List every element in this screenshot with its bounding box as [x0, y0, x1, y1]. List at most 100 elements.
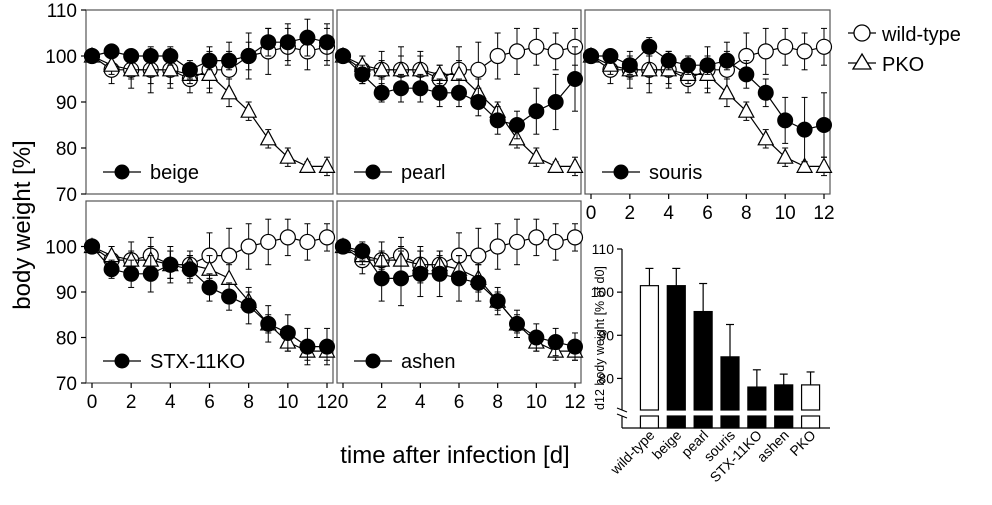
- data-point: [142, 60, 160, 77]
- series-beige: [84, 18, 335, 80]
- data-point: [279, 324, 296, 341]
- data-point: [260, 34, 277, 51]
- data-point: [567, 338, 583, 355]
- data-point: [335, 238, 351, 255]
- data-point: [547, 43, 564, 60]
- data-point: [470, 247, 487, 264]
- data-point: [489, 293, 506, 310]
- legend-pko-label: PKO: [882, 54, 924, 76]
- data-point: [547, 157, 565, 173]
- bar-chart: 80 90 100 110 d12 body weight [% of d0]wild-…: [591, 241, 830, 485]
- data-point: [240, 238, 257, 255]
- y-tick-label: 90: [56, 283, 77, 304]
- data-point: [796, 121, 813, 138]
- data-point: [509, 315, 525, 332]
- data-point: [451, 84, 467, 101]
- data-point: [777, 38, 794, 55]
- bar-rect-lower: [800, 415, 821, 429]
- bar-rect-lower: [747, 415, 767, 429]
- data-point: [566, 157, 584, 173]
- data-point: [221, 52, 238, 69]
- x-tick-label: 12: [316, 392, 337, 413]
- data-point: [699, 57, 716, 74]
- bar-rect: [800, 384, 821, 411]
- x-tick-label: 12: [813, 203, 834, 224]
- bar-rect: [693, 310, 713, 411]
- panel-label-pearl: pearl: [349, 158, 449, 186]
- panel-label-text: beige: [150, 162, 199, 184]
- x-tick-label: 6: [702, 203, 713, 224]
- data-point: [777, 112, 794, 129]
- data-point: [547, 233, 564, 251]
- x-tick-label: 2: [126, 392, 137, 413]
- data-point: [201, 279, 218, 296]
- bar-rect-lower: [666, 415, 686, 429]
- x-axis-label: time after infection [d]: [340, 442, 569, 469]
- x-tick-label: 2: [625, 203, 636, 224]
- data-point: [279, 147, 297, 164]
- data-point: [431, 265, 448, 282]
- y-axis-label: body weight [%]: [9, 140, 36, 309]
- bar-y-tick-label: 100: [591, 284, 615, 300]
- data-point: [84, 48, 100, 64]
- data-point: [181, 61, 198, 78]
- data-point: [816, 117, 832, 133]
- x-tick-label: 8: [492, 392, 503, 413]
- data-point: [220, 83, 238, 100]
- legend: wild-type PKO: [848, 24, 961, 76]
- data-point: [602, 48, 619, 64]
- data-point: [298, 157, 316, 173]
- data-point: [319, 34, 335, 51]
- series-stx-11ko: [84, 238, 335, 366]
- x-tick-label: 0: [338, 392, 349, 413]
- series-ashen: [335, 238, 583, 361]
- y-tick-label: 90: [56, 93, 77, 114]
- panel-label-marker: [114, 353, 130, 369]
- data-point: [508, 43, 526, 60]
- bar-rect: [720, 356, 740, 411]
- panel-pearl: pearl: [334, 9, 584, 195]
- data-point: [299, 29, 316, 46]
- data-point: [354, 66, 371, 83]
- bar-rect: [774, 384, 794, 411]
- data-point: [319, 338, 335, 355]
- data-point: [200, 65, 219, 82]
- bar-rect-lower: [693, 415, 713, 429]
- x-tick-label: 4: [415, 392, 426, 413]
- data-point: [122, 60, 140, 77]
- x-tick-label: 0: [87, 392, 98, 413]
- data-point: [470, 94, 487, 110]
- data-point: [412, 80, 429, 97]
- data-point: [181, 261, 198, 278]
- data-point: [815, 38, 833, 55]
- data-point: [162, 48, 179, 64]
- data-point: [373, 60, 391, 77]
- data-point: [738, 66, 755, 83]
- data-point: [528, 329, 545, 346]
- panel-ashen: 0 2 4 6 8 10 12 ashen: [334, 200, 586, 413]
- data-point: [373, 84, 390, 101]
- data-point: [601, 55, 619, 72]
- data-point: [393, 80, 409, 97]
- data-point: [103, 261, 120, 278]
- data-point: [412, 265, 429, 282]
- data-point: [142, 48, 159, 64]
- y-tick-label: 80: [56, 329, 77, 350]
- x-tick-label: 2: [376, 392, 387, 413]
- data-point: [528, 229, 545, 246]
- x-tick-label: 8: [243, 392, 254, 413]
- data-point: [299, 233, 316, 251]
- panel-stx11ko: 70 80 90 100 0 2 4 6 8 10 12 STX-11KO: [45, 200, 338, 413]
- data-point: [354, 243, 371, 260]
- y-tick-label: 100: [45, 238, 77, 259]
- y-tick-label: 80: [56, 139, 77, 160]
- data-point: [547, 334, 564, 351]
- data-point: [547, 94, 564, 110]
- bar-rect: [666, 285, 686, 411]
- data-point: [162, 256, 179, 273]
- x-tick-label: 12: [564, 392, 585, 413]
- axis-break-mark: [616, 413, 628, 419]
- panel-label-beige: beige: [98, 158, 199, 186]
- data-point: [318, 157, 336, 173]
- panel-label-text: STX-11KO: [150, 351, 245, 373]
